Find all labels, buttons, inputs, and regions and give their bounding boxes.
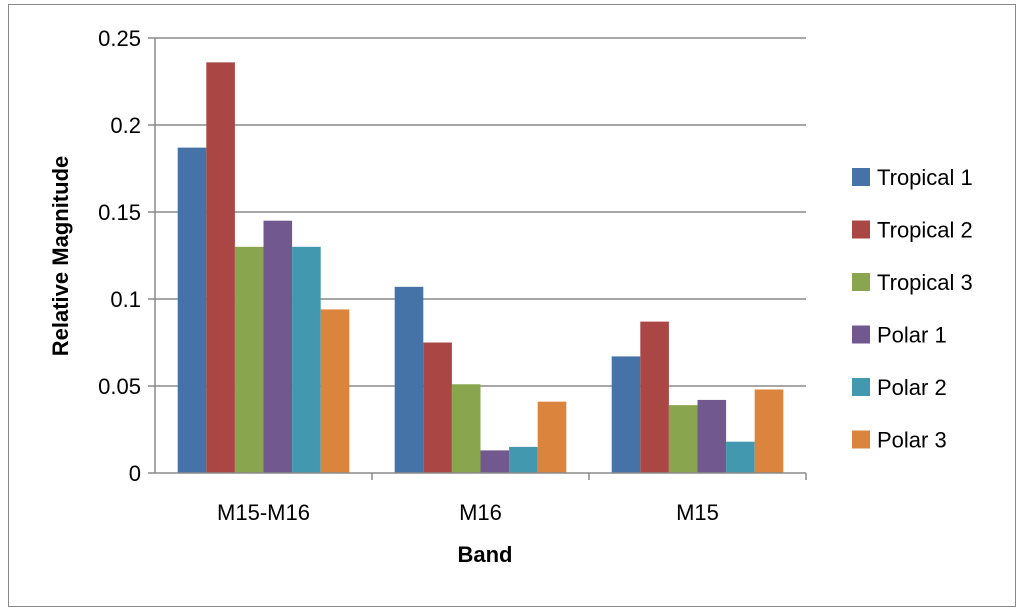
bar-tropical-3-m15 — [668, 405, 698, 473]
bar-polar-1-m15 — [697, 399, 727, 473]
bar-polar-3-m15-m16 — [320, 309, 350, 473]
y-tick-label: 0.15 — [98, 200, 141, 225]
bar-tropical-1-m15 — [611, 356, 641, 473]
bar-polar-3-m15 — [754, 389, 784, 473]
bar-tropical-2-m15-m16 — [206, 62, 235, 474]
axes — [154, 38, 806, 474]
x-tick-label: M15 — [676, 500, 719, 525]
x-tick-label: M15-M16 — [217, 500, 310, 525]
chart-frame — [8, 4, 1016, 607]
legend-swatch — [852, 378, 870, 396]
legend-swatch — [852, 220, 870, 239]
bars — [177, 62, 784, 474]
y-axis-title: Relative Magnitude — [48, 156, 73, 356]
y-tick-labels: 0 0.05 0.1 0.15 0.2 0.25 — [98, 26, 155, 486]
bar-tropical-1-m15-m16 — [177, 147, 207, 473]
y-tick-label: 0.1 — [110, 287, 141, 312]
legend-label: Polar 2 — [877, 375, 947, 400]
y-tick-label: 0.25 — [98, 26, 141, 51]
bar-tropical-3-m16 — [451, 384, 481, 473]
bar-polar-2-m15 — [726, 441, 755, 473]
bar-tropical-3-m15-m16 — [234, 246, 264, 473]
bar-tropical-2-m15 — [640, 321, 669, 473]
bar-polar-2-m16 — [509, 446, 538, 473]
legend-label: Tropical 2 — [877, 218, 973, 243]
bar-polar-1-m15-m16 — [263, 220, 293, 473]
legend-label: Tropical 3 — [877, 270, 973, 295]
y-tick-label: 0.05 — [98, 374, 141, 399]
legend-swatch — [852, 430, 870, 449]
legend-label: Polar 3 — [877, 428, 947, 453]
bar-tropical-1-m16 — [394, 286, 424, 473]
bar-polar-3-m16 — [537, 401, 567, 473]
bar-polar-2-m15-m16 — [292, 246, 321, 473]
x-tick-labels: M15-M16 M16 M15 — [217, 473, 807, 525]
legend-swatch — [852, 325, 870, 344]
legend-swatch — [852, 273, 870, 291]
legend-label: Tropical 1 — [877, 165, 973, 190]
x-axis-title: Band — [458, 542, 513, 567]
legend: Tropical 1 Tropical 2 Tropical 3 Polar 1 Pol… — [852, 165, 973, 453]
x-tick-label: M16 — [459, 500, 502, 525]
y-tick-label: 0 — [129, 461, 141, 486]
legend-swatch — [852, 168, 870, 186]
y-tick-label: 0.2 — [110, 113, 141, 138]
legend-label: Polar 1 — [877, 323, 947, 348]
bar-tropical-2-m16 — [423, 342, 452, 473]
bar-polar-1-m16 — [480, 450, 510, 473]
